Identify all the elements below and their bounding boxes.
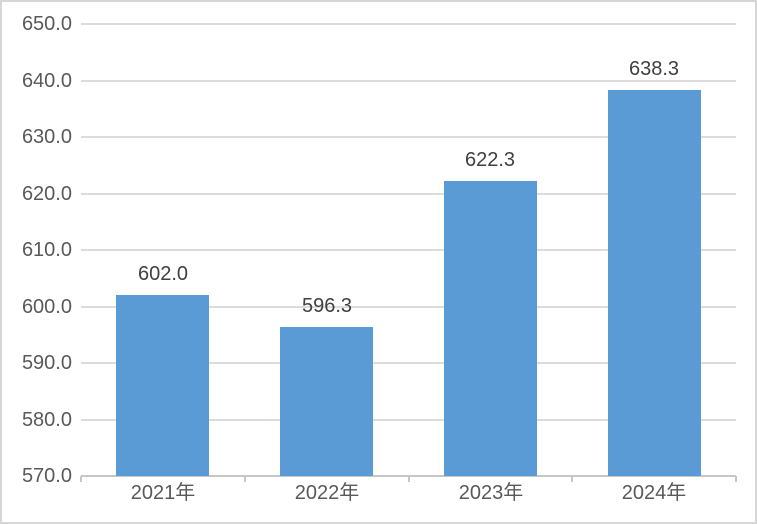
y-axis-tick-label: 650.0: [21, 13, 72, 35]
bar: [116, 295, 209, 476]
x-axis-tick-label: 2024年: [621, 482, 687, 504]
bar-data-label: 622.3: [464, 149, 516, 171]
y-axis-tick-label: 600.0: [21, 295, 72, 318]
bar: [444, 181, 537, 476]
y-axis-tick-label: 570.0: [21, 465, 72, 487]
y-axis-tick-label: 630.0: [21, 126, 72, 148]
bar-data-label: 596.3: [301, 295, 353, 317]
x-axis-tick-mark: [735, 476, 737, 482]
x-axis-tick-label: 2021年: [130, 482, 196, 504]
gridline: [81, 192, 736, 195]
x-axis-tick-mark: [244, 476, 246, 482]
y-axis-tick-label: 580.0: [21, 408, 72, 431]
gridline: [81, 249, 736, 251]
gridline: [81, 136, 736, 138]
gridline: [81, 23, 736, 25]
x-axis-tick-label: 2023年: [458, 482, 524, 504]
gridline: [81, 79, 736, 82]
bar: [280, 327, 373, 476]
gridline: [81, 305, 736, 308]
gridline: [81, 418, 736, 421]
y-axis-tick-label: 610.0: [21, 239, 72, 261]
y-axis-tick-label: 620.0: [21, 182, 72, 205]
y-axis-tick-label: 590.0: [21, 352, 72, 374]
bar: [608, 90, 701, 476]
gridline: [81, 362, 736, 364]
x-axis-tick-mark: [408, 476, 410, 482]
y-axis-tick-label: 640.0: [21, 69, 72, 92]
bar-data-label: 638.3: [628, 58, 680, 80]
x-axis-tick-mark: [571, 476, 573, 482]
bar-data-label: 602.0: [137, 263, 189, 285]
x-axis-tick-label: 2022年: [294, 482, 360, 504]
plot-area: 602.0 596.3 622.3 638.3: [80, 23, 737, 482]
x-axis-tick-mark: [80, 476, 82, 482]
